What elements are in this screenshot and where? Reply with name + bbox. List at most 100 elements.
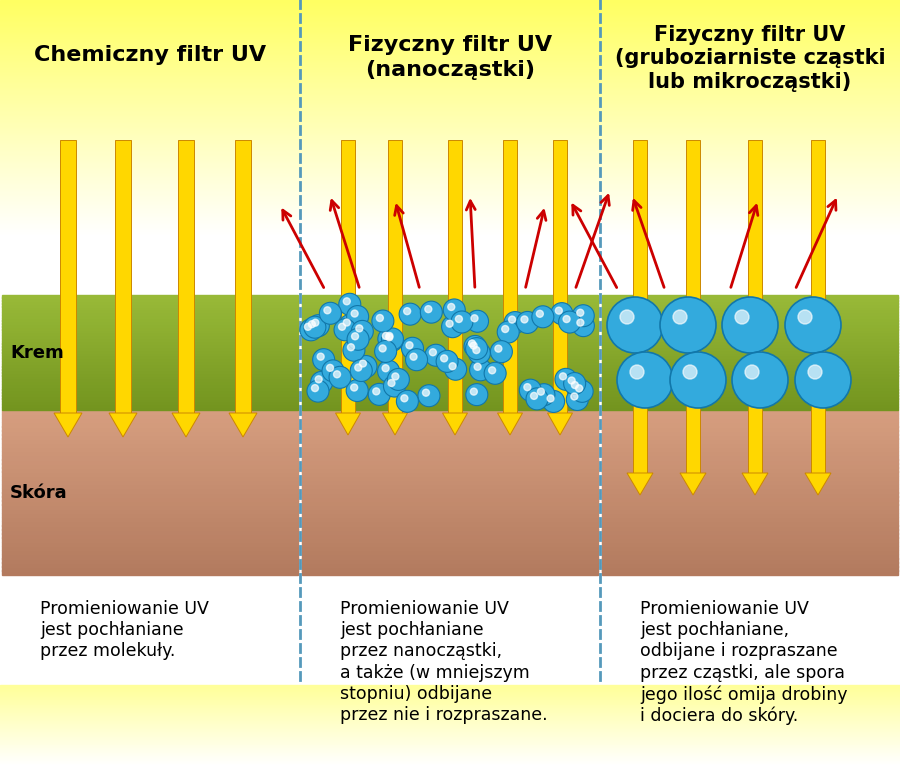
Bar — [602, 533, 898, 538]
Bar — [686, 140, 700, 473]
Bar — [602, 349, 898, 353]
Bar — [2, 409, 298, 414]
Circle shape — [470, 359, 491, 381]
Bar — [0, 108, 900, 110]
Text: i dociera do skóry.: i dociera do skóry. — [640, 706, 798, 724]
Circle shape — [620, 310, 634, 324]
Circle shape — [376, 314, 383, 321]
Bar — [2, 442, 298, 447]
Bar — [0, 741, 900, 743]
Bar — [302, 312, 598, 315]
Circle shape — [383, 375, 406, 397]
Bar — [302, 467, 598, 472]
Bar — [0, 691, 900, 693]
Bar — [0, 126, 900, 129]
Bar — [602, 372, 898, 376]
Bar — [178, 140, 194, 413]
Circle shape — [410, 353, 417, 360]
Circle shape — [350, 360, 373, 382]
Bar — [0, 169, 900, 171]
Bar — [0, 18, 900, 21]
Circle shape — [392, 373, 399, 380]
Bar — [602, 488, 898, 493]
Bar — [302, 383, 598, 387]
Bar — [0, 176, 900, 178]
Bar — [0, 34, 900, 37]
Bar — [0, 77, 900, 80]
Bar — [0, 718, 900, 720]
Bar — [0, 745, 900, 747]
Bar — [2, 349, 298, 353]
Bar — [602, 455, 898, 460]
Bar — [2, 396, 298, 399]
Bar — [302, 321, 598, 324]
Bar — [302, 366, 598, 369]
Text: lub mikrocząstki): lub mikrocząstki) — [648, 71, 851, 92]
Bar — [2, 562, 298, 567]
Circle shape — [418, 385, 440, 407]
Bar — [2, 407, 298, 410]
Bar — [602, 459, 898, 464]
Bar — [2, 340, 298, 344]
Text: Promieniowanie UV: Promieniowanie UV — [40, 600, 209, 618]
Bar — [2, 554, 298, 558]
Circle shape — [334, 371, 340, 378]
Text: (nanocząstki): (nanocząstki) — [365, 60, 535, 80]
Circle shape — [368, 383, 391, 405]
Bar — [0, 117, 900, 120]
Bar — [602, 404, 898, 407]
Bar — [0, 723, 900, 725]
Bar — [0, 216, 900, 219]
Circle shape — [555, 369, 577, 390]
Circle shape — [425, 306, 432, 313]
Text: jest pochłaniane,: jest pochłaniane, — [640, 621, 789, 640]
Circle shape — [399, 303, 421, 325]
Circle shape — [379, 345, 386, 352]
Bar — [0, 187, 900, 190]
Circle shape — [798, 310, 812, 324]
Bar — [602, 451, 898, 455]
Bar — [302, 369, 598, 373]
Bar — [0, 73, 900, 75]
Bar — [0, 704, 900, 706]
Circle shape — [307, 314, 329, 337]
Polygon shape — [547, 413, 572, 435]
Bar — [0, 96, 900, 99]
Bar — [0, 129, 900, 132]
Circle shape — [309, 321, 315, 327]
Text: przez nie i rozpraszane.: przez nie i rozpraszane. — [340, 706, 547, 724]
Circle shape — [403, 308, 410, 314]
Bar — [602, 409, 898, 414]
Bar — [0, 711, 900, 714]
Bar — [602, 435, 898, 439]
Circle shape — [533, 384, 555, 405]
Circle shape — [495, 345, 502, 352]
Bar — [2, 312, 298, 315]
Circle shape — [307, 380, 329, 402]
Bar — [0, 14, 900, 17]
Bar — [2, 426, 298, 431]
Bar — [0, 204, 900, 207]
Bar — [0, 133, 900, 136]
Bar — [302, 363, 598, 367]
Circle shape — [444, 299, 465, 321]
Circle shape — [343, 339, 364, 361]
Bar — [2, 542, 298, 546]
Bar — [0, 21, 900, 24]
Bar — [602, 442, 898, 447]
Bar — [602, 389, 898, 392]
Bar — [602, 335, 898, 338]
Bar — [2, 298, 298, 301]
Bar — [0, 185, 900, 188]
Bar — [602, 525, 898, 529]
Bar — [302, 355, 598, 358]
Bar — [302, 435, 598, 439]
Bar — [0, 84, 900, 87]
Bar — [0, 56, 900, 59]
Text: jego ilość omija drobiny: jego ilość omija drobiny — [640, 685, 848, 704]
Bar — [602, 360, 898, 364]
Circle shape — [683, 365, 697, 379]
Bar — [2, 381, 298, 384]
Bar — [0, 736, 900, 737]
Bar — [235, 140, 251, 413]
